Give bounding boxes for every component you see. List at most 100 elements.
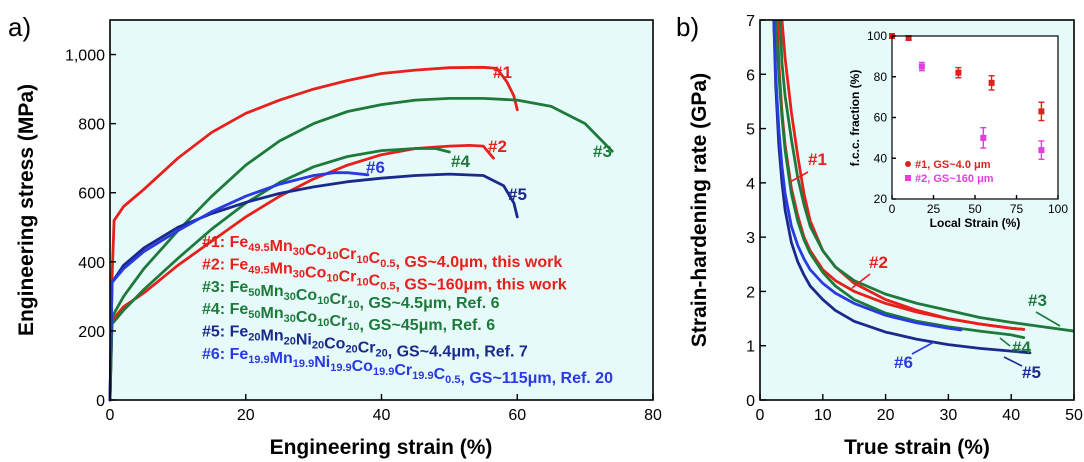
y-tick-label: 1 — [746, 339, 755, 356]
inset-legend-marker — [905, 175, 911, 181]
panel-b-series-3 — [778, 20, 1074, 333]
y-tick-label: 800 — [78, 117, 105, 134]
panel-a-series-4 — [108, 147, 451, 402]
y-tick-label: 400 — [78, 255, 105, 272]
panel-b-series-6 — [772, 20, 963, 332]
panel-a-plot-area — [110, 20, 653, 400]
panel-a-curve-label-6: #6 — [366, 158, 385, 177]
label-leader-6 — [911, 341, 935, 355]
y-tick-label: 600 — [78, 186, 105, 203]
inset-point-s1 — [955, 69, 962, 76]
x-tick-label: 0 — [889, 202, 896, 216]
label-leader-2 — [851, 273, 871, 289]
panel-b-curve-label-5: #5 — [1022, 363, 1041, 382]
x-tick-label: 10 — [814, 407, 832, 424]
panel-a-y-axis-label: Engineering stress (MPa) — [15, 84, 38, 336]
y-tick-label: 2 — [746, 284, 755, 301]
panel-a-curve-label-5: #5 — [508, 185, 527, 204]
panel-a: a) 0 20 40 60 80 0 200 400 600 800 1,000 Engineer… — [8, 12, 662, 459]
panel-b-series-4 — [774, 20, 1026, 339]
y-tick-label: 4 — [746, 176, 755, 193]
x-tick-label: 100 — [1048, 202, 1068, 216]
panel-a-curves — [108, 65, 614, 402]
panel-b-curve-label-6: #6 — [894, 353, 913, 372]
inset-x-axis-label: Local Strain (%) — [930, 216, 1021, 230]
panel-b-curve-labels: #1 #2 #3 #4 #5 #6 — [808, 150, 1047, 382]
inset-point-s2 — [1038, 147, 1045, 154]
inset-point-s2 — [980, 134, 987, 141]
inset-y-ticks: 20 40 60 80 100 — [867, 29, 896, 206]
panel-b-series-5 — [772, 20, 1032, 355]
x-tick-label: 30 — [940, 407, 958, 424]
inset-x-ticks: 0 25 50 75 100 — [889, 195, 1068, 216]
panel-b-x-ticks: 0 10 20 30 40 50 — [756, 394, 1083, 424]
legend-entry-2: #2: Fe49.5Mn30Co10Cr10C0.5, GS~160μm, th… — [202, 256, 567, 293]
x-tick-label: 0 — [756, 407, 765, 424]
y-tick-label: 0 — [96, 393, 105, 410]
label-leader-3 — [1035, 311, 1061, 327]
x-tick-label: 25 — [927, 202, 941, 216]
panel-a-series-5 — [108, 172, 519, 402]
panel-a-x-ticks: 0 20 40 60 80 — [106, 394, 662, 424]
panel-a-y-ticks: 0 200 400 600 800 1,000 — [65, 48, 116, 410]
inset-point-s1 — [1038, 108, 1045, 115]
x-tick-label: 40 — [373, 407, 391, 424]
y-tick-label: 60 — [874, 111, 888, 125]
panel-a-legend: #1: Fe49.5Mn30Co10Cr10C0.5, GS~4.0μm, th… — [202, 234, 613, 387]
panel-a-series-6 — [108, 171, 370, 402]
panel-b-label: b) — [676, 12, 699, 42]
legend-entry-6: #6: Fe19.9Mn19.9Ni19.9Co19.9Cr19.9C0.5, … — [202, 346, 613, 387]
y-tick-label: 7 — [746, 13, 755, 30]
x-tick-label: 0 — [106, 407, 115, 424]
legend-entry-4: #4: Fe50Mn30Co10Cr10, GS~45μm, Ref. 6 — [202, 301, 495, 334]
panel-b-curves — [772, 20, 1074, 355]
panel-a-label: a) — [8, 12, 31, 42]
inset-legend: #1, GS~4.0 μm #2, GS~160 μm — [905, 159, 994, 185]
y-tick-label: 20 — [874, 192, 888, 206]
inset-point-s2 — [918, 63, 925, 70]
x-tick-label: 50 — [968, 202, 982, 216]
inset-legend-label: #2, GS~160 μm — [915, 173, 994, 185]
panel-a-curve-label-2: #2 — [488, 137, 507, 156]
panel-b-curve-label-2: #2 — [869, 253, 888, 272]
x-tick-label: 75 — [1010, 202, 1024, 216]
x-tick-label: 40 — [1002, 407, 1020, 424]
y-tick-label: 6 — [746, 67, 755, 84]
y-tick-label: 100 — [867, 29, 887, 43]
inset-point-s1 — [905, 35, 912, 42]
panel-a-series-1 — [108, 65, 519, 402]
y-tick-label: 200 — [78, 324, 105, 341]
panel-a-curve-label-1: #1 — [493, 63, 512, 82]
y-tick-label: 80 — [874, 70, 888, 84]
y-tick-label: 1,000 — [65, 48, 105, 65]
inset-y-axis-label: f.c.c. fraction (%) — [848, 70, 862, 167]
x-tick-label: 60 — [508, 407, 526, 424]
panel-a-series-3 — [108, 97, 614, 402]
y-tick-label: 5 — [746, 122, 755, 139]
panel-b-curve-label-1: #1 — [808, 150, 827, 169]
inset-legend-marker — [905, 161, 911, 167]
panel-b-label-arrows — [789, 171, 1061, 367]
legend-entry-5: #5: Fe20Mn20Ni20Co20Cr20, GS~4.4μm, Ref.… — [202, 324, 528, 361]
inset-point-s1 — [988, 79, 995, 86]
legend-entry-3: #3: Fe50Mn30Co10Cr10, GS~4.5μm, Ref. 6 — [202, 279, 500, 312]
y-tick-label: 40 — [874, 151, 888, 165]
panel-a-x-axis-label: Engineering strain (%) — [270, 436, 493, 459]
label-leader-5 — [1003, 356, 1023, 367]
panel-a-curve-label-4: #4 — [451, 152, 470, 171]
inset-legend-label: #1, GS~4.0 μm — [915, 159, 991, 171]
x-tick-label: 20 — [877, 407, 895, 424]
x-tick-label: 80 — [644, 407, 662, 424]
panel-a-curve-label-3: #3 — [593, 142, 612, 161]
panel-b-y-axis-label: Strain-hardening rate (GPa) — [688, 73, 711, 347]
panel-b-y-ticks: 0 1 2 3 4 5 6 7 — [746, 13, 766, 410]
legend-entry-1: #1: Fe49.5Mn30Co10Cr10C0.5, GS~4.0μm, th… — [202, 234, 562, 271]
label-leader-4 — [999, 337, 1011, 347]
panel-b-x-axis-label: True strain (%) — [844, 436, 990, 459]
panel-b-curve-label-4: #4 — [1012, 338, 1031, 357]
label-leader-1 — [789, 171, 809, 183]
panel-b-frame — [759, 19, 1075, 401]
